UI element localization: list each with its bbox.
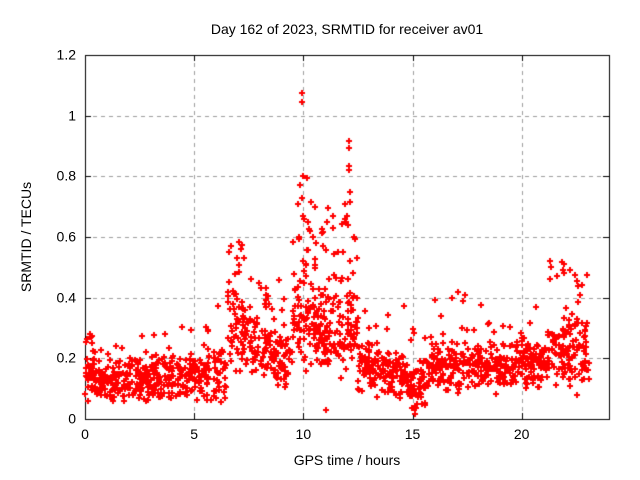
y-tick-label: 1.2	[56, 46, 76, 63]
y-tick-label: 0.6	[56, 228, 76, 245]
x-axis-label: GPS time / hours	[293, 452, 401, 468]
x-tick-label: 0	[81, 426, 89, 442]
x-tick-label: 15	[404, 426, 421, 442]
x-tick-label: 5	[190, 426, 199, 442]
x-tick-label: 10	[295, 426, 312, 442]
y-axis-label: SRMTID / TECUs	[18, 181, 34, 293]
y-tick-label: 0.8	[56, 168, 76, 185]
chart-title: Day 162 of 2023, SRMTID for receiver av0…	[210, 21, 484, 37]
y-tick-label: 0.2	[56, 350, 76, 367]
x-tick-label: 20	[513, 426, 530, 442]
y-tick-label: 0	[68, 410, 76, 427]
y-tick-label: 1	[68, 107, 76, 124]
y-tick-label: 0.4	[56, 289, 76, 306]
